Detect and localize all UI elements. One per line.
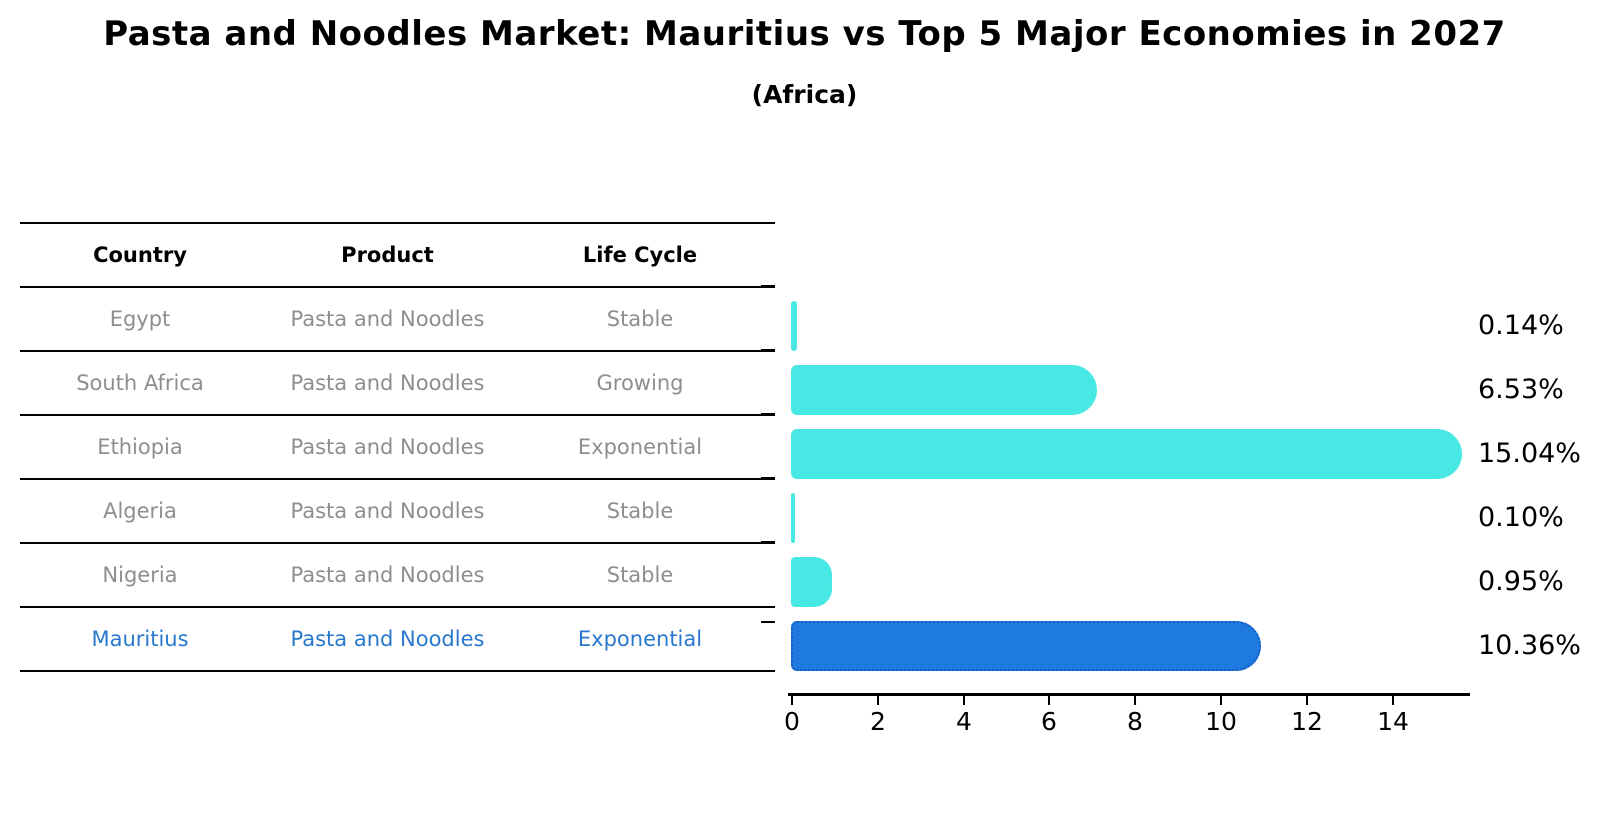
cell-product: Pasta and Noodles: [290, 563, 485, 587]
cell-life-cycle: Growing: [596, 371, 684, 395]
bar-mauritius-highlighted: [791, 621, 1262, 671]
bar-ethiopia: [791, 429, 1463, 479]
cell-life-cycle: Exponential: [577, 435, 703, 459]
row-divider-tick: [761, 413, 775, 415]
cell-product: Pasta and Noodles: [290, 435, 485, 459]
x-axis-line: [788, 693, 1470, 696]
value-label-algeria: 0.10%: [1478, 502, 1564, 533]
x-axis-tick: [1392, 696, 1394, 705]
x-axis-tick: [1220, 696, 1222, 705]
x-axis-tick-label: 0: [784, 707, 800, 736]
table-row-mauritius-highlighted: Mauritius Pasta and Noodles Exponential: [20, 606, 775, 670]
cell-product: Pasta and Noodles: [290, 307, 485, 331]
x-axis-tick-label: 4: [956, 707, 972, 736]
cell-country: Algeria: [103, 499, 177, 523]
table-row: Algeria Pasta and Noodles Stable: [20, 478, 775, 542]
x-axis-tick: [1306, 696, 1308, 705]
row-divider-tick: [761, 477, 775, 479]
row-divider-tick: [761, 621, 775, 623]
cell-life-cycle: Stable: [606, 563, 674, 587]
value-label-ethiopia: 15.04%: [1478, 438, 1581, 469]
country-table: Country Product Life Cycle Egypt Pasta a…: [20, 222, 775, 672]
table-row: Nigeria Pasta and Noodles Stable: [20, 542, 775, 606]
cell-product: Pasta and Noodles: [290, 627, 485, 651]
bar-south-africa: [791, 365, 1098, 415]
row-divider-tick: [761, 541, 775, 543]
cell-product: Pasta and Noodles: [290, 371, 485, 395]
x-axis-tick-label: 6: [1041, 707, 1057, 736]
cell-country: South Africa: [76, 371, 204, 395]
x-axis-tick-label: 14: [1377, 707, 1409, 736]
value-label-mauritius: 10.36%: [1478, 630, 1581, 661]
table-header-row: Country Product Life Cycle: [20, 222, 775, 286]
cell-country: Nigeria: [102, 563, 178, 587]
table-row: South Africa Pasta and Noodles Growing: [20, 350, 775, 414]
value-label-south-africa: 6.53%: [1478, 374, 1564, 405]
cell-country: Egypt: [109, 307, 171, 331]
cell-life-cycle: Stable: [606, 307, 674, 331]
cell-country: Ethiopia: [97, 435, 183, 459]
x-axis-tick-label: 12: [1291, 707, 1323, 736]
bar-egypt: [791, 301, 797, 351]
x-axis-tick-label: 10: [1205, 707, 1237, 736]
chart-title: Pasta and Noodles Market: Mauritius vs T…: [103, 14, 1506, 54]
value-label-nigeria: 0.95%: [1478, 566, 1564, 597]
x-axis-tick-label: 8: [1127, 707, 1143, 736]
value-label-egypt: 0.14%: [1478, 310, 1564, 341]
x-axis-tick: [963, 696, 965, 705]
table-row: Ethiopia Pasta and Noodles Exponential: [20, 414, 775, 478]
x-axis-tick: [1048, 696, 1050, 705]
x-axis-tick-label: 2: [870, 707, 886, 736]
row-divider-tick: [761, 285, 775, 287]
chart-subtitle: (Africa): [751, 80, 858, 109]
table-row: Egypt Pasta and Noodles Stable: [20, 286, 775, 350]
cell-life-cycle: Exponential: [577, 627, 703, 651]
bar-nigeria: [791, 557, 832, 607]
x-axis-tick: [877, 696, 879, 705]
column-header-life-cycle: Life Cycle: [582, 243, 698, 267]
cell-life-cycle: Stable: [606, 499, 674, 523]
bar-algeria: [791, 493, 796, 543]
x-axis-tick: [1134, 696, 1136, 705]
column-header-product: Product: [341, 243, 434, 267]
cell-product: Pasta and Noodles: [290, 499, 485, 523]
row-divider-tick: [761, 349, 775, 351]
x-axis-tick: [791, 696, 793, 705]
column-header-country: Country: [93, 243, 187, 267]
cell-country: Mauritius: [91, 627, 189, 651]
